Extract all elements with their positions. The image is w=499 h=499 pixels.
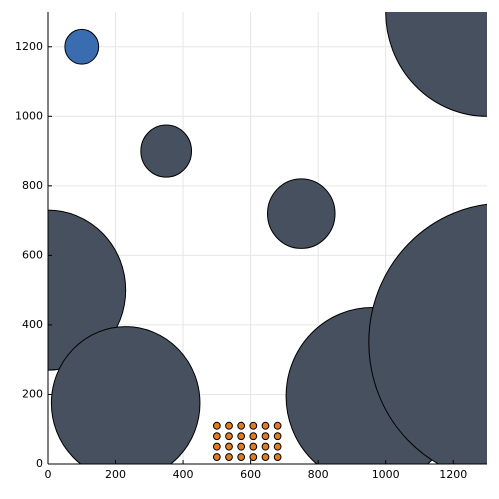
- shape: [249, 432, 258, 441]
- x-tick-label: 1000: [372, 468, 400, 481]
- x-tick-label: 800: [308, 468, 329, 481]
- y-tick-label: 1000: [15, 109, 43, 122]
- shape: [261, 442, 270, 451]
- shape: [237, 442, 246, 451]
- axes: 0 200 400 600 800 1000 1200 0 200 400 600 800 1000 12…: [15, 12, 487, 481]
- shape: [385, 12, 487, 117]
- shape: [225, 453, 233, 462]
- x-tick-label: 200: [105, 468, 126, 481]
- shape: [225, 421, 233, 430]
- shape: [273, 421, 282, 430]
- shape: [249, 453, 258, 462]
- shape: [237, 432, 246, 441]
- x-tick-label: 600: [240, 468, 261, 481]
- shape: [237, 421, 246, 430]
- shape: [261, 432, 270, 441]
- y-tick-label: 800: [22, 179, 43, 192]
- y-tick-label: 0: [36, 457, 43, 470]
- shape: [261, 421, 270, 430]
- shape: [273, 442, 282, 451]
- y-tick-label: 400: [22, 318, 43, 331]
- y-tick-label: 200: [22, 387, 43, 400]
- shape: [249, 442, 258, 451]
- shape: [225, 432, 233, 441]
- shape: [140, 124, 193, 178]
- shape: [261, 453, 270, 462]
- shape: [212, 453, 221, 462]
- shape: [273, 453, 282, 462]
- shape: [212, 442, 221, 451]
- y-tick-label: 1200: [15, 40, 43, 53]
- x-tick-label: 0: [45, 468, 52, 481]
- shape: [249, 421, 258, 430]
- shape: [212, 432, 221, 441]
- shape: [225, 442, 233, 451]
- shape: [212, 421, 221, 430]
- shape: [64, 28, 100, 65]
- x-tick-label: 400: [173, 468, 194, 481]
- shape: [237, 453, 246, 462]
- shape: [368, 203, 487, 464]
- shape: [273, 432, 282, 441]
- x-tick-label: 1200: [439, 468, 467, 481]
- plot-area: [48, 12, 487, 464]
- y-tick-label: 600: [22, 248, 43, 261]
- shape: [267, 178, 336, 249]
- shape: [50, 326, 201, 464]
